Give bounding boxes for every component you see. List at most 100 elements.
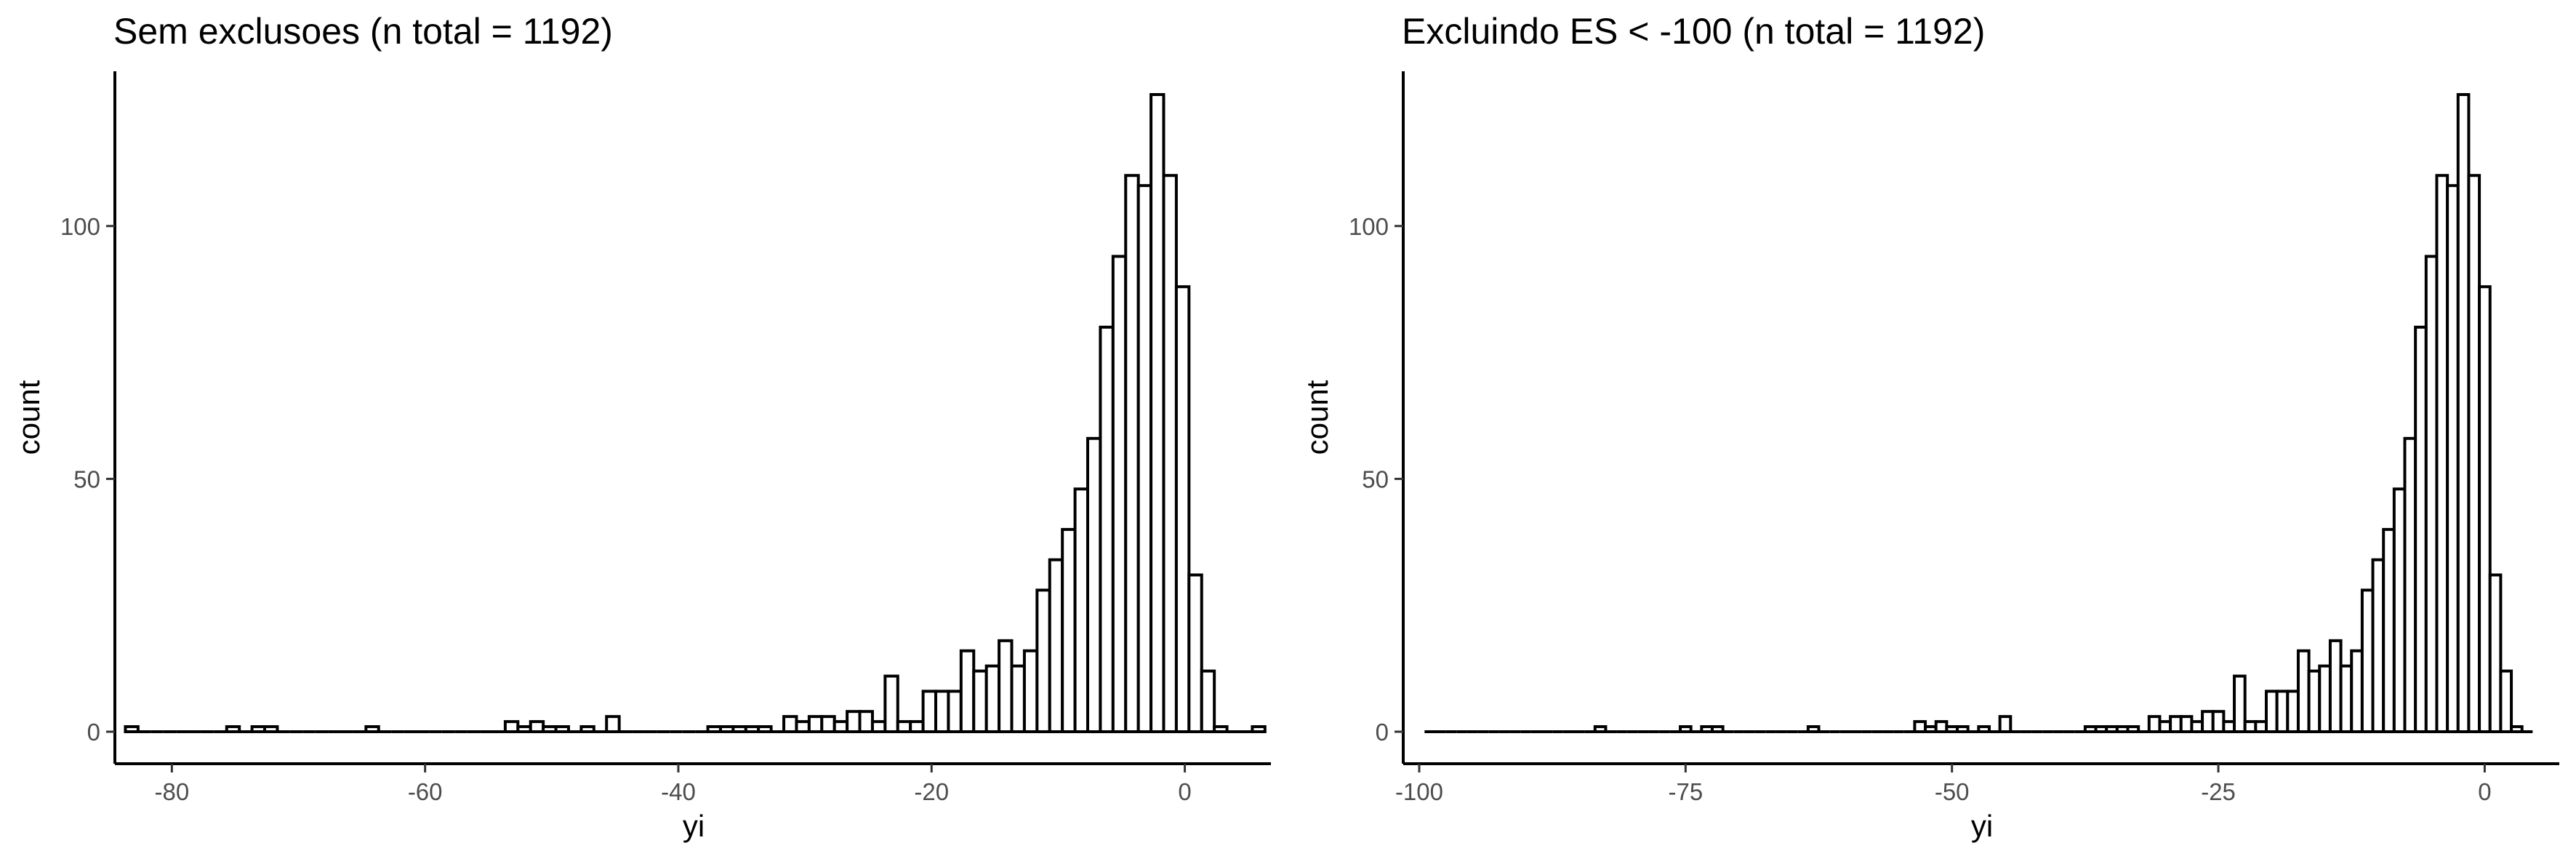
histogram-bar — [1035, 588, 1051, 733]
histogram-bar — [2222, 720, 2236, 733]
x-tick-label: -75 — [1668, 778, 1703, 805]
histogram-bar — [2360, 588, 2375, 733]
histogram-bar — [579, 725, 595, 733]
histogram-panel-right: Excluindo ES < -100 (n total = 1192) yi … — [1288, 0, 2576, 859]
histogram-bar — [1806, 725, 1821, 733]
x-axis-label: yi — [1971, 809, 1993, 843]
y-tick-label: 100 — [1349, 213, 1389, 240]
histogram-bar — [2265, 690, 2279, 734]
y-axis-label: count — [1300, 380, 1334, 455]
histogram-bar — [2403, 436, 2417, 733]
histogram-bar — [2414, 325, 2428, 733]
histogram-bar — [870, 720, 887, 733]
histogram-bar — [2456, 93, 2471, 733]
y-axis-label: count — [12, 380, 46, 455]
histogram-bar — [2233, 674, 2247, 733]
x-tick-label: 0 — [1178, 778, 1191, 805]
histogram-bar — [1048, 558, 1064, 733]
histogram-bar — [846, 710, 862, 734]
histogram-bars — [1424, 93, 2533, 734]
histogram-bar — [896, 720, 912, 733]
histogram-chart-left: Sem exclusoes (n total = 1192) yi count … — [12, 11, 1271, 843]
histogram-bar — [605, 715, 621, 734]
histogram-bar — [2424, 255, 2439, 733]
histogram-bar — [2126, 725, 2140, 733]
x-tick-label: -80 — [155, 778, 190, 805]
histogram-bar — [2286, 690, 2300, 734]
histogram-bar — [2105, 725, 2119, 733]
histogram-bar — [225, 725, 241, 733]
histogram-bar — [1251, 725, 1267, 733]
histogram-bar — [1099, 325, 1115, 733]
x-tick-label: -40 — [661, 778, 696, 805]
histogram-bar — [2296, 649, 2311, 733]
histogram-bar — [263, 725, 279, 733]
histogram-bar — [1174, 285, 1191, 733]
x-tick-label: 0 — [2478, 778, 2491, 805]
histogram-bar — [2392, 487, 2407, 733]
histogram-bar — [998, 639, 1014, 733]
histogram-bar — [2478, 285, 2492, 733]
histogram-bar — [2275, 690, 2290, 734]
histogram-bar — [1086, 436, 1102, 733]
histogram-bar — [1111, 255, 1128, 733]
histogram-bar — [1593, 725, 1608, 733]
histogram-bar — [1956, 725, 1970, 733]
histogram-bar — [909, 720, 925, 733]
y-tick-label: 0 — [1376, 719, 1389, 746]
histogram-bar — [542, 725, 558, 733]
histogram-bar — [1200, 669, 1216, 733]
histogram-bar — [529, 720, 545, 733]
histogram-bar — [2371, 558, 2386, 733]
histogram-bar — [934, 690, 950, 734]
histogram-bar — [2318, 664, 2332, 733]
histogram-bar — [2499, 669, 2513, 733]
histogram-bar — [757, 725, 773, 733]
y-tick-label: 50 — [1362, 466, 1389, 492]
histogram-bar — [2243, 720, 2258, 733]
histogram-bar — [807, 715, 824, 734]
x-tick-label: -25 — [2201, 778, 2236, 805]
histogram-bar — [984, 664, 1001, 733]
histogram-bar — [1136, 184, 1153, 733]
histogram-bar — [947, 690, 963, 734]
histogram-bar — [124, 725, 140, 733]
histogram-bar — [2115, 725, 2130, 733]
x-tick-label: -50 — [1935, 778, 1970, 805]
histogram-bar — [2190, 720, 2204, 733]
histogram-bar — [1679, 725, 1693, 733]
histogram-bar — [795, 720, 811, 733]
histogram-bar — [1073, 487, 1090, 733]
histogram-bar — [1149, 93, 1165, 733]
histogram-bar — [744, 725, 761, 733]
histogram-bar — [883, 674, 899, 733]
histogram-bar — [1998, 715, 2013, 734]
histogram-bar — [1700, 725, 1714, 733]
histogram-bar — [554, 725, 570, 733]
histogram-bar — [2382, 527, 2396, 734]
histogram-bar — [1913, 720, 1927, 733]
histogram-bar — [921, 690, 938, 734]
chart-title: Excluindo ES < -100 (n total = 1192) — [1402, 11, 1985, 52]
histogram-bar — [2158, 720, 2172, 733]
histogram-bar — [503, 720, 520, 733]
histogram-bar — [2094, 725, 2108, 733]
histogram-bar — [2446, 184, 2460, 733]
histogram-bar — [1934, 720, 1949, 733]
histogram-bar — [364, 725, 380, 733]
histogram-bar — [1061, 527, 1077, 734]
histogram-bar — [1022, 649, 1039, 733]
y-tick-label: 0 — [87, 719, 100, 746]
histogram-bar — [972, 669, 988, 733]
histogram-bar — [2339, 664, 2354, 733]
histogram-bar — [858, 710, 874, 734]
histogram-bar — [820, 715, 836, 734]
histogram-bar — [2201, 710, 2215, 734]
histogram-bar — [2328, 639, 2343, 733]
histogram-bar — [1924, 725, 1938, 733]
histogram-bar — [832, 720, 849, 733]
histogram-bar — [2488, 573, 2503, 733]
histogram-bar — [2254, 720, 2268, 733]
histogram-bar — [1010, 664, 1026, 733]
chart-title: Sem exclusoes (n total = 1192) — [113, 11, 613, 52]
